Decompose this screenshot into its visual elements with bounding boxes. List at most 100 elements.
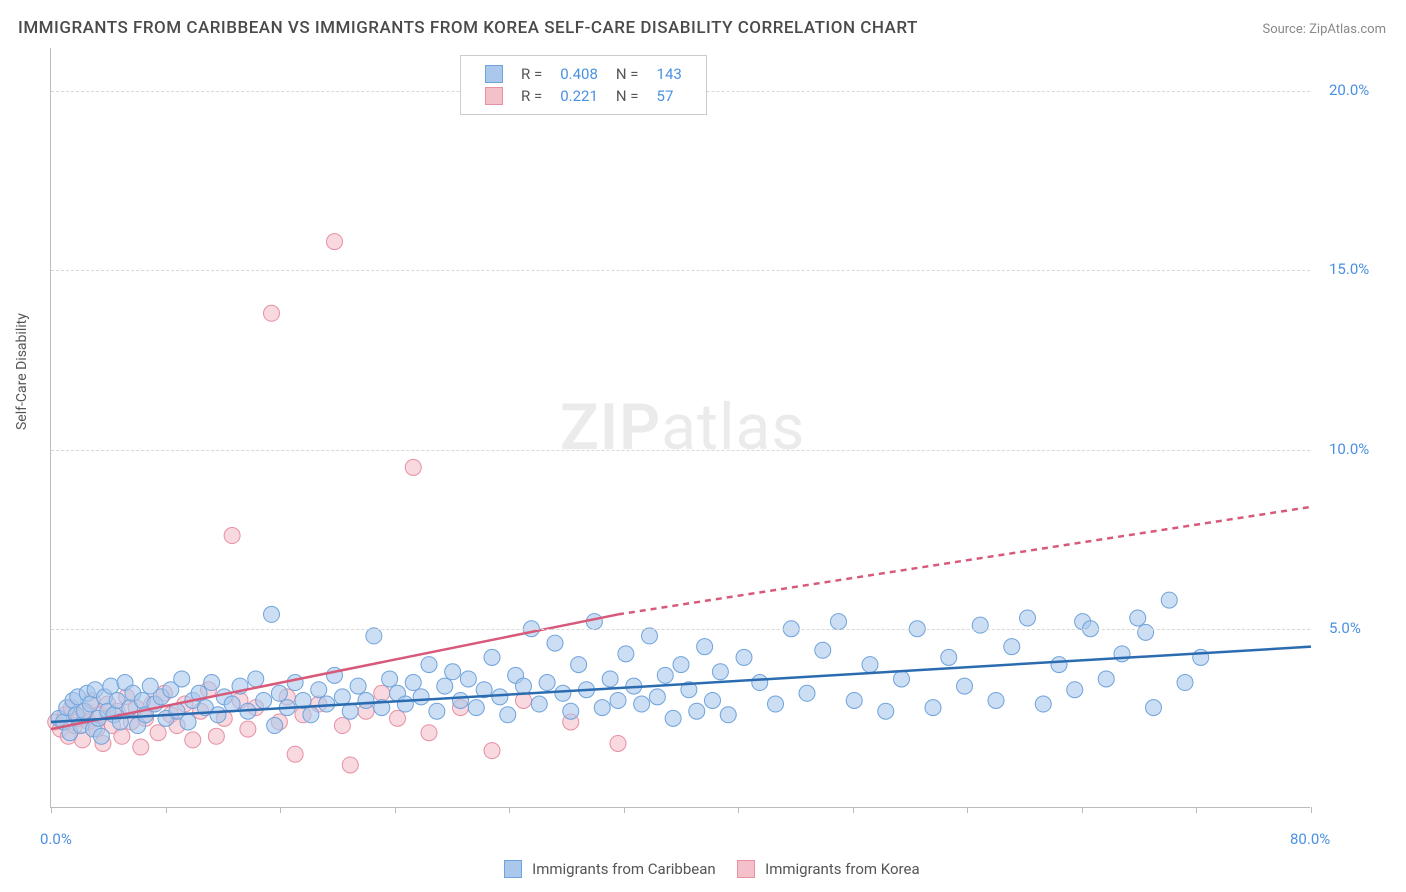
- scatter-point: [594, 700, 610, 716]
- x-tick: [967, 807, 968, 813]
- scatter-point: [1098, 671, 1114, 687]
- scatter-point: [374, 685, 390, 701]
- scatter-point: [894, 671, 910, 687]
- scatter-point: [327, 234, 343, 250]
- gridline: [51, 270, 1310, 271]
- scatter-point: [82, 696, 98, 712]
- scatter-point: [634, 696, 650, 712]
- scatter-point: [665, 710, 681, 726]
- scatter-point: [264, 305, 280, 321]
- scatter-point: [531, 696, 547, 712]
- scatter-point: [925, 700, 941, 716]
- x-tick: [509, 807, 510, 813]
- swatch-korea-icon: [485, 87, 503, 105]
- scatter-point: [571, 657, 587, 673]
- scatter-point: [1177, 675, 1193, 691]
- scatter-point: [649, 689, 665, 705]
- x-tick: [738, 807, 739, 813]
- scatter-point: [133, 739, 149, 755]
- scatter-point: [405, 675, 421, 691]
- scatter-point: [453, 692, 469, 708]
- bottom-legend: Immigrants from Caribbean Immigrants fro…: [0, 860, 1406, 878]
- scatter-point: [210, 707, 226, 723]
- scatter-point: [484, 649, 500, 665]
- y-tick-label: 5.0%: [1329, 619, 1361, 637]
- scatter-point: [1004, 639, 1020, 655]
- scatter-point: [366, 628, 382, 644]
- chart-title: IMMIGRANTS FROM CARIBBEAN VS IMMIGRANTS …: [18, 18, 918, 38]
- legend-n-label: N =: [608, 86, 647, 106]
- scatter-point: [673, 657, 689, 673]
- scatter-point: [224, 528, 240, 544]
- legend-n-caribbean: 143: [649, 64, 690, 84]
- x-tick: [853, 807, 854, 813]
- scatter-point: [311, 682, 327, 698]
- legend-label-korea: Immigrants from Korea: [765, 860, 919, 878]
- scatter-point: [957, 678, 973, 694]
- scatter-point: [736, 649, 752, 665]
- scatter-point: [492, 689, 508, 705]
- scatter-point: [421, 725, 437, 741]
- scatter-point: [287, 746, 303, 762]
- scatter-point: [1035, 696, 1051, 712]
- scatter-point: [610, 735, 626, 751]
- scatter-point: [500, 707, 516, 723]
- scatter-point: [287, 675, 303, 691]
- scatter-point: [180, 714, 196, 730]
- scatter-point: [484, 743, 500, 759]
- scatter-point: [642, 628, 658, 644]
- legend-label-caribbean: Immigrants from Caribbean: [532, 860, 716, 878]
- scatter-point: [1161, 592, 1177, 608]
- scatter-point: [602, 671, 618, 687]
- legend-r-label: R =: [513, 64, 550, 84]
- scatter-point: [240, 721, 256, 737]
- y-axis-title: Self-Care Disability: [14, 313, 30, 430]
- scatter-point: [185, 732, 201, 748]
- x-tick: [624, 807, 625, 813]
- scatter-point: [547, 635, 563, 651]
- legend-n-label: N =: [608, 64, 647, 84]
- legend-r-label: R =: [513, 86, 550, 106]
- scatter-point: [342, 757, 358, 773]
- x-tick: [280, 807, 281, 813]
- legend-n-korea: 57: [649, 86, 690, 106]
- scatter-point: [516, 678, 532, 694]
- scatter-point: [555, 685, 571, 701]
- x-tick: [395, 807, 396, 813]
- scatter-point: [1146, 700, 1162, 716]
- scatter-point: [150, 725, 166, 741]
- scatter-point: [720, 707, 736, 723]
- x-tick: [1196, 807, 1197, 813]
- correlation-legend: R = 0.408 N = 143 R = 0.221 N = 57: [460, 55, 707, 115]
- scatter-point: [271, 685, 287, 701]
- scatter-point: [1067, 682, 1083, 698]
- scatter-point: [1051, 657, 1067, 673]
- scatter-point: [799, 685, 815, 701]
- scatter-point: [539, 675, 555, 691]
- x-tick: [166, 807, 167, 813]
- scatter-point: [429, 703, 445, 719]
- x-tick: [1311, 807, 1312, 813]
- scatter-point: [1130, 610, 1146, 626]
- scatter-point: [657, 667, 673, 683]
- scatter-point: [768, 696, 784, 712]
- scatter-point: [103, 678, 119, 694]
- scatter-point: [382, 671, 398, 687]
- trend-line: [51, 614, 618, 729]
- x-max-label: 80.0%: [1290, 830, 1330, 848]
- scatter-point: [248, 671, 264, 687]
- swatch-caribbean-icon: [485, 65, 503, 83]
- scatter-point: [705, 692, 721, 708]
- gridline: [51, 450, 1310, 451]
- scatter-point: [413, 689, 429, 705]
- scatter-point: [878, 703, 894, 719]
- scatter-point: [334, 689, 350, 705]
- scatter-point: [174, 671, 190, 687]
- scatter-point: [208, 728, 224, 744]
- scatter-point: [358, 692, 374, 708]
- y-tick-label: 15.0%: [1329, 260, 1369, 278]
- scatter-point: [267, 718, 283, 734]
- scatter-svg: [51, 48, 1310, 807]
- x-tick: [1082, 807, 1083, 813]
- scatter-point: [972, 617, 988, 633]
